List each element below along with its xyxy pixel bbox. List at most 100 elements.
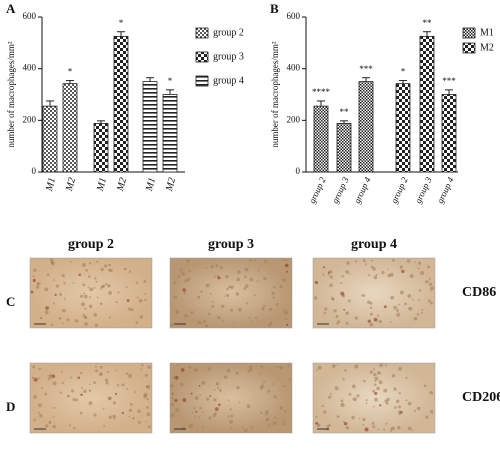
cell [329,275,333,279]
cell [345,270,349,274]
cell [263,276,267,281]
cell [219,389,222,392]
cell [283,308,286,311]
cell [135,281,138,284]
cell [373,383,377,386]
cell [257,269,260,272]
cell [408,307,410,310]
cell [247,369,250,373]
cell [217,386,220,390]
cell [174,375,179,380]
cell [89,287,94,292]
cell [423,384,427,388]
row-label: CD86 [462,285,496,300]
cell [107,284,111,288]
cell [233,321,236,324]
cell [95,369,99,373]
cell [397,410,402,414]
cell [346,261,350,265]
cell [282,278,286,282]
cell [249,365,253,370]
cell [103,424,106,427]
cell [391,426,395,431]
cell [192,407,196,410]
cell [407,426,412,431]
cell [351,384,356,389]
panel-label: C [6,294,15,309]
cell [429,301,433,305]
cell [37,403,42,408]
cell [365,402,368,405]
cell [378,371,381,374]
significance: *** [359,64,373,74]
cell [340,403,343,406]
cell [347,299,351,303]
cell [235,292,240,296]
significance: *** [442,76,456,86]
x-tick-label: M2 [164,177,178,194]
cell [398,366,402,371]
y-axis-label: number of macrophages/mm² [270,41,280,147]
cell [112,401,117,405]
cell [147,425,151,429]
cell [414,261,417,263]
cell [316,368,319,371]
cell [181,272,186,276]
cell [370,259,373,262]
cell [125,372,129,375]
cell [286,323,289,327]
cell [384,399,388,403]
cell [37,377,40,380]
cell [54,293,57,297]
cell [48,422,51,424]
cell [62,308,66,313]
cell [373,317,378,322]
cell [68,424,71,427]
error-bar [399,80,407,84]
tissue [29,257,153,329]
cell [33,377,38,382]
cell [226,293,230,297]
cell [271,291,275,296]
cell [184,314,188,318]
cell [243,287,246,290]
cell [180,382,184,387]
bar [42,105,58,173]
cell [392,258,395,262]
cell [417,261,422,265]
cell [428,282,433,286]
cell [226,368,231,373]
cell [171,392,175,396]
cell [75,398,79,402]
cell [229,408,232,411]
cell [37,411,40,414]
cell [265,417,270,422]
cell [170,323,174,327]
cell [128,373,132,378]
cell [209,395,212,398]
cell [53,406,56,409]
cell [374,376,379,381]
cell [377,428,380,431]
cell [377,314,380,317]
cell [254,260,257,262]
cell [335,364,337,366]
cell [371,421,375,425]
micrograph [312,257,436,329]
cell [268,307,273,311]
cell [126,388,129,391]
cell [421,308,424,311]
cell [134,391,137,393]
cell [140,363,144,367]
cell [63,297,66,300]
cell [354,260,358,263]
cell [188,269,191,273]
cell [274,416,277,419]
cell [427,265,430,269]
cell [373,275,378,280]
micrograph [169,257,293,329]
cell [147,365,152,369]
cell [177,364,179,367]
cell [202,411,204,413]
cell [379,363,384,368]
